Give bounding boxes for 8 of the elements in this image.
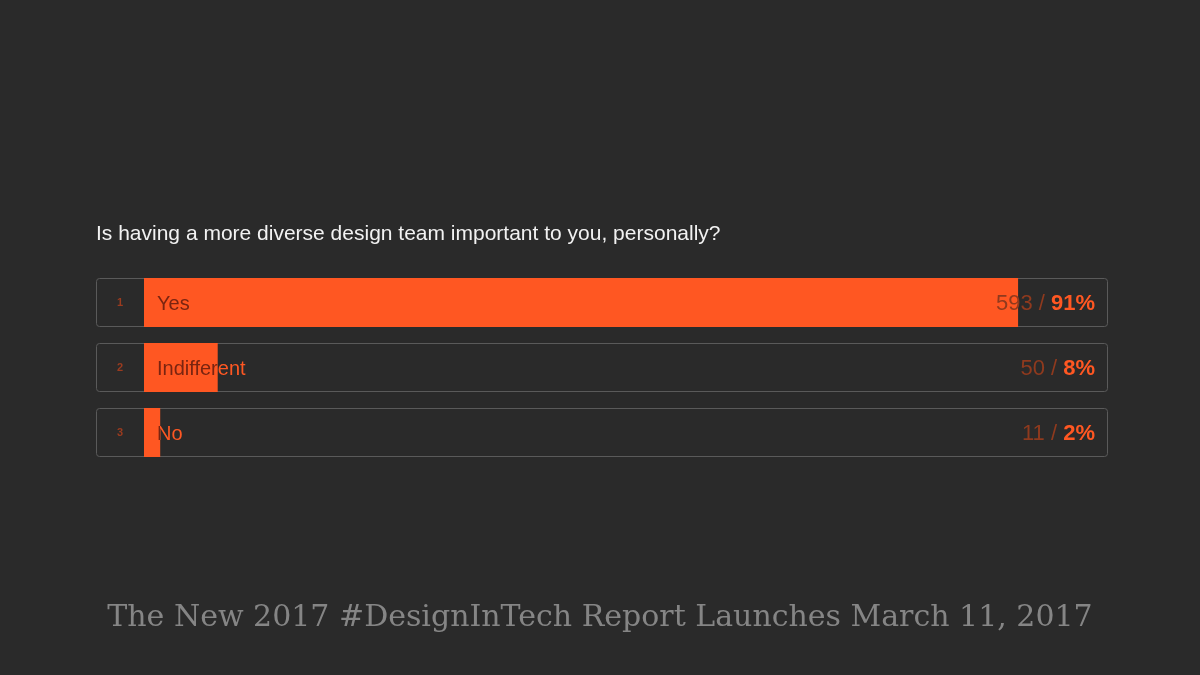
- data-label: 11 / 2%: [1022, 420, 1095, 446]
- y-tick-label: Yes: [157, 291, 190, 314]
- data-label: 50 / 8%: [1020, 355, 1095, 381]
- y2-tick-label: 1: [116, 296, 124, 309]
- text: The New 2017 #DesignInTech Report Launches March 11, 2017: [107, 598, 1093, 633]
- chart-title: Is having a more diverse design team important to you, personally?: [96, 221, 721, 244]
- y2-tick-label: 2: [116, 361, 124, 374]
- y2-tick-label: 3: [116, 426, 124, 439]
